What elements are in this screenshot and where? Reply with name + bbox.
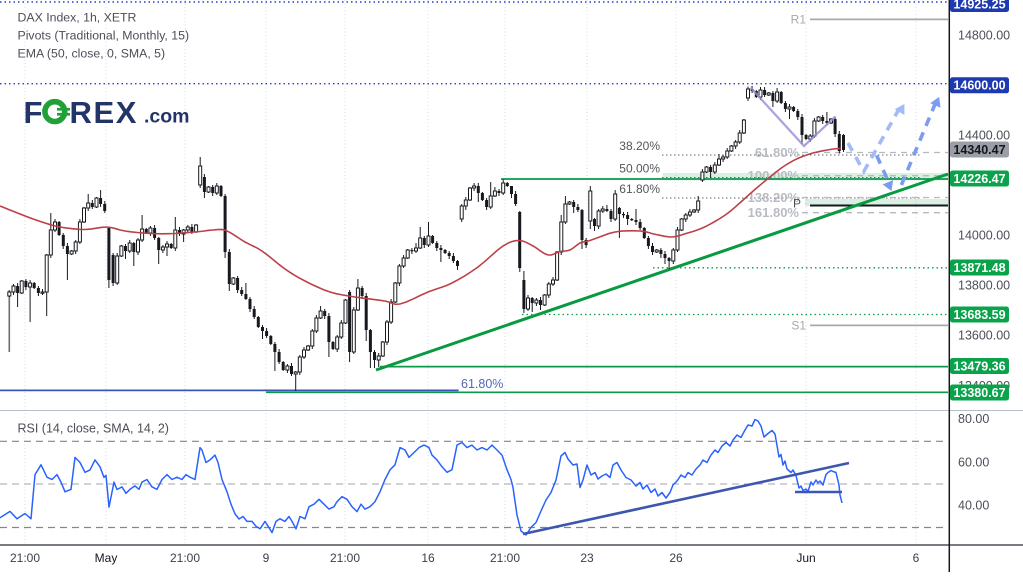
svg-text:21:00: 21:00 (170, 551, 200, 565)
svg-text:100.00%: 100.00% (748, 168, 800, 183)
svg-text:14340.47: 14340.47 (953, 143, 1005, 157)
svg-text:13600.00: 13600.00 (958, 329, 1010, 343)
svg-text:13380.67: 13380.67 (953, 386, 1005, 400)
svg-text:21:00: 21:00 (10, 551, 40, 565)
svg-text:F: F (24, 95, 43, 130)
svg-text:P: P (793, 197, 801, 211)
svg-text:50.00%: 50.00% (619, 162, 660, 176)
svg-text:80.00: 80.00 (958, 412, 989, 426)
svg-text:16: 16 (421, 551, 435, 565)
svg-text:38.20%: 38.20% (619, 139, 660, 153)
svg-text:138.20%: 138.20% (748, 190, 800, 205)
svg-text:R1: R1 (791, 12, 807, 26)
svg-text:EMA (50, close, 0, SMA, 5): EMA (50, close, 0, SMA, 5) (18, 47, 166, 61)
svg-text:.com: .com (144, 106, 190, 128)
svg-text:S1: S1 (791, 318, 806, 332)
svg-text:26: 26 (669, 551, 683, 565)
svg-text:13479.36: 13479.36 (953, 359, 1005, 373)
svg-text:61.80%: 61.80% (755, 145, 800, 160)
svg-text:13683.59: 13683.59 (953, 308, 1005, 322)
svg-text:161.80%: 161.80% (748, 205, 800, 220)
svg-text:9: 9 (263, 551, 270, 565)
svg-text:14800.00: 14800.00 (958, 29, 1010, 43)
svg-text:14925.25: 14925.25 (953, 0, 1005, 11)
svg-text:REX: REX (70, 95, 139, 130)
svg-text:61.80%: 61.80% (461, 377, 503, 391)
svg-text:21:00: 21:00 (330, 551, 360, 565)
svg-text:14000.00: 14000.00 (958, 229, 1010, 243)
svg-text:6: 6 (913, 551, 920, 565)
svg-text:40.00: 40.00 (958, 499, 989, 513)
svg-text:23: 23 (580, 551, 594, 565)
svg-text:61.80%: 61.80% (619, 182, 660, 196)
svg-text:60.00: 60.00 (958, 456, 989, 470)
svg-text:May: May (95, 551, 118, 565)
svg-text:13871.48: 13871.48 (953, 261, 1005, 275)
svg-text:DAX Index, 1h, XETR: DAX Index, 1h, XETR (18, 11, 137, 25)
svg-text:Pivots (Traditional, Monthly,: Pivots (Traditional, Monthly, 15) (18, 29, 190, 43)
svg-text:14226.47: 14226.47 (953, 172, 1005, 186)
svg-text:RSI (14, close, SMA, 14, 2): RSI (14, close, SMA, 14, 2) (18, 422, 169, 436)
svg-text:14600.00: 14600.00 (953, 79, 1005, 93)
svg-text:13800.00: 13800.00 (958, 279, 1010, 293)
svg-text:21:00: 21:00 (490, 551, 520, 565)
svg-text:Jun: Jun (796, 551, 815, 565)
svg-text:14400.00: 14400.00 (958, 129, 1010, 143)
